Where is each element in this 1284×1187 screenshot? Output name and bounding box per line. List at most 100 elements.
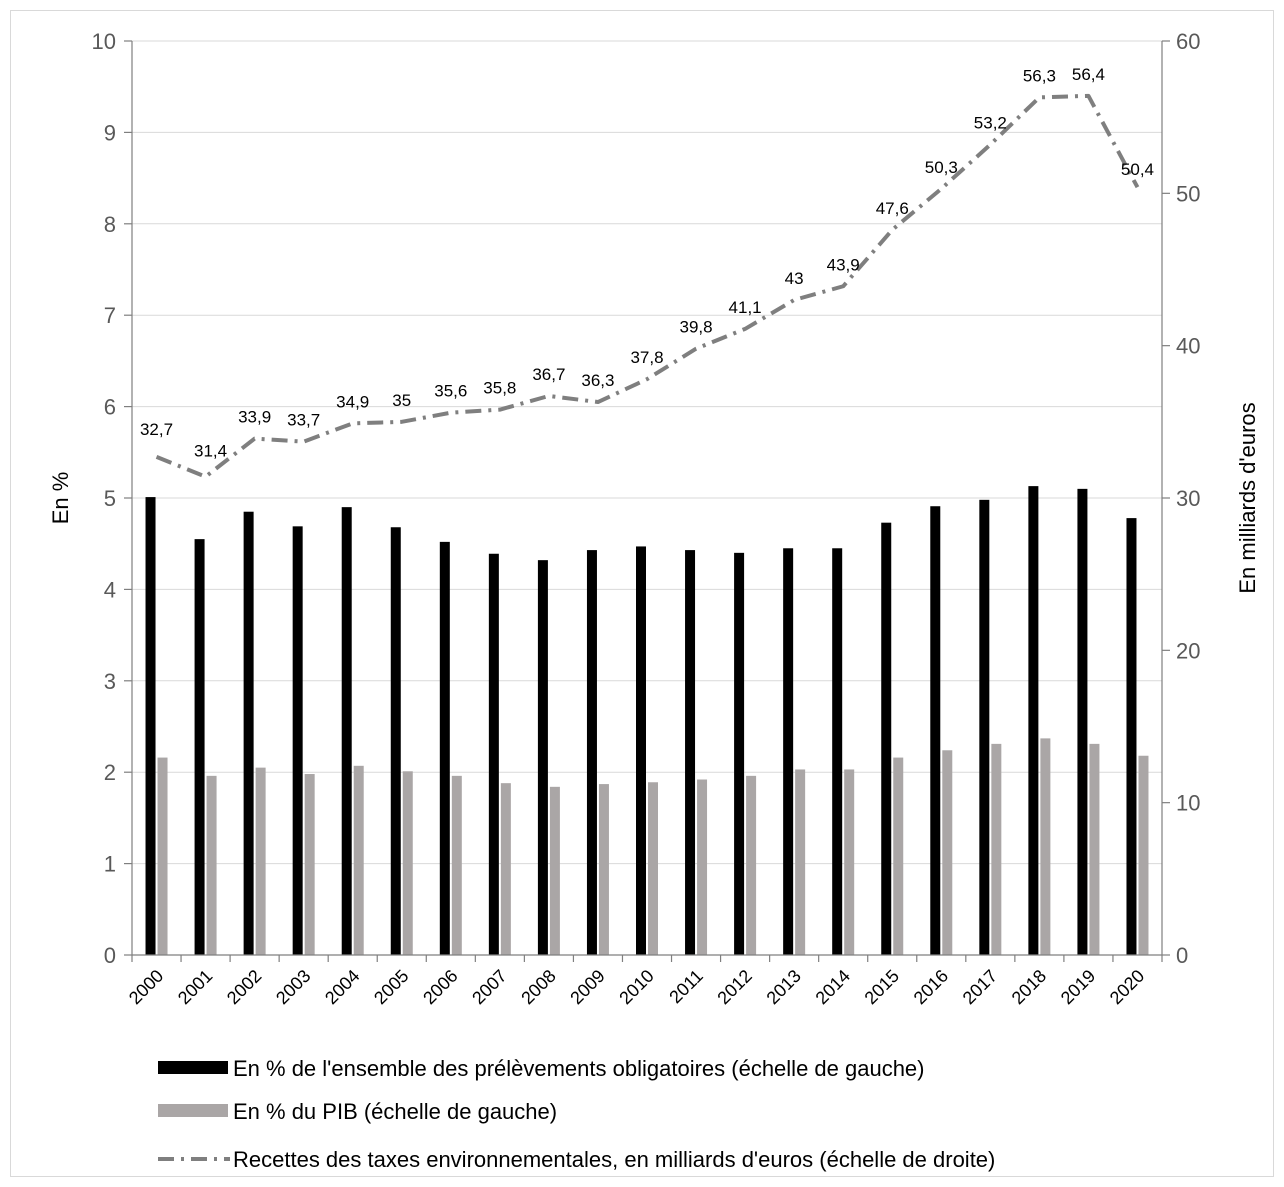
data-label-2014: 43,9 bbox=[827, 255, 860, 274]
data-label-2007: 35,8 bbox=[483, 379, 516, 398]
bar-pib-2001 bbox=[206, 775, 217, 955]
bar-prelevements-2019 bbox=[1077, 488, 1088, 955]
data-label-2010: 37,8 bbox=[630, 348, 663, 367]
x-tick-label: 2013 bbox=[763, 966, 805, 1008]
bar-pib-2011 bbox=[697, 779, 708, 955]
x-tick-label: 2018 bbox=[1008, 966, 1050, 1008]
bar-prelevements-2003 bbox=[292, 526, 303, 955]
bar-pib-2008 bbox=[549, 786, 560, 955]
x-tick-label: 2000 bbox=[125, 966, 167, 1008]
data-label-2019: 56,4 bbox=[1072, 65, 1105, 84]
data-label-2002: 33,9 bbox=[238, 408, 271, 427]
bar-pib-2019 bbox=[1089, 743, 1100, 955]
right-tick-label: 40 bbox=[1176, 334, 1200, 359]
bar-pib-2016 bbox=[942, 750, 953, 955]
data-label-2011: 39,8 bbox=[680, 318, 713, 337]
bar-prelevements-2012 bbox=[734, 552, 745, 955]
right-tick-label: 20 bbox=[1176, 638, 1200, 663]
left-tick-label: 7 bbox=[104, 303, 116, 328]
x-tick-label: 2004 bbox=[321, 966, 363, 1008]
bar-pib-2010 bbox=[648, 782, 658, 955]
x-tick-label: 2020 bbox=[1106, 966, 1148, 1008]
x-tick-label: 2003 bbox=[272, 966, 314, 1008]
legend-item-prelevements-label: En % de l'ensemble des prélèvements obli… bbox=[233, 1056, 925, 1081]
left-tick-label: 4 bbox=[104, 577, 116, 602]
x-tick-label: 2014 bbox=[812, 966, 854, 1008]
left-tick-label: 6 bbox=[104, 395, 116, 420]
x-tick-label: 2006 bbox=[419, 966, 461, 1008]
data-label-2000: 32,7 bbox=[140, 420, 173, 439]
x-tick-label: 2007 bbox=[468, 966, 510, 1008]
x-tick-label: 2017 bbox=[959, 966, 1001, 1008]
data-label-2012: 41,1 bbox=[729, 298, 762, 317]
bar-prelevements-2009 bbox=[586, 550, 597, 955]
bar-prelevements-2018 bbox=[1028, 486, 1039, 955]
x-tick-label: 2009 bbox=[566, 966, 608, 1008]
data-label-2017: 53,2 bbox=[974, 114, 1007, 133]
bar-prelevements-2020 bbox=[1126, 518, 1137, 955]
data-label-2020: 50,4 bbox=[1121, 160, 1154, 179]
line-recettes bbox=[155, 93, 1140, 479]
data-label-2006: 35,6 bbox=[434, 382, 467, 401]
bar-prelevements-2015 bbox=[881, 522, 892, 955]
data-label-2008: 36,7 bbox=[532, 365, 565, 384]
bar-prelevements-2004 bbox=[341, 507, 352, 955]
bar-pib-2015 bbox=[893, 757, 904, 955]
data-label-2015: 47,6 bbox=[876, 199, 909, 218]
data-label-2018: 56,3 bbox=[1023, 66, 1056, 85]
data-label-2013: 43 bbox=[785, 269, 804, 288]
x-tick-label: 2008 bbox=[517, 966, 559, 1008]
bar-prelevements-2006 bbox=[439, 541, 450, 955]
bar-pib-2017 bbox=[991, 743, 1002, 955]
legend-item-pib-label: En % du PIB (échelle de gauche) bbox=[233, 1099, 557, 1124]
left-axis-title: En % bbox=[48, 472, 73, 525]
x-tick-label: 2012 bbox=[713, 966, 755, 1008]
left-tick-label: 9 bbox=[104, 120, 116, 145]
right-tick-label: 30 bbox=[1176, 486, 1200, 511]
bar-pib-2014 bbox=[844, 769, 855, 955]
bar-pib-2006 bbox=[451, 775, 462, 955]
right-tick-label: 50 bbox=[1176, 181, 1200, 206]
bar-pib-2020 bbox=[1138, 755, 1149, 955]
bar-prelevements-2007 bbox=[488, 553, 499, 955]
legend-item-pib-swatch bbox=[158, 1104, 228, 1117]
left-tick-label: 0 bbox=[104, 943, 116, 968]
bar-prelevements-2001 bbox=[194, 539, 205, 955]
x-tick-label: 2002 bbox=[223, 966, 265, 1008]
bar-pib-2018 bbox=[1040, 738, 1051, 955]
data-label-2003: 33,7 bbox=[287, 411, 320, 430]
x-tick-label: 2016 bbox=[910, 966, 952, 1008]
right-tick-label: 60 bbox=[1176, 29, 1200, 54]
legend-item-recettes-label: Recettes des taxes environnementales, en… bbox=[233, 1147, 995, 1172]
data-label-2009: 36,3 bbox=[581, 371, 614, 390]
x-tick-label: 2001 bbox=[174, 966, 216, 1008]
x-tick-label: 2015 bbox=[861, 966, 903, 1008]
bar-pib-2005 bbox=[402, 771, 413, 955]
left-tick-label: 1 bbox=[104, 852, 116, 877]
left-tick-label: 5 bbox=[104, 486, 116, 511]
left-tick-label: 10 bbox=[92, 29, 116, 54]
x-tick-label: 2011 bbox=[665, 966, 707, 1008]
legend-item-prelevements-swatch bbox=[158, 1061, 228, 1074]
right-axis-title: En milliards d'euros bbox=[1235, 402, 1260, 593]
bar-pib-2003 bbox=[304, 774, 315, 955]
bar-pib-2000 bbox=[157, 757, 168, 955]
bar-pib-2007 bbox=[500, 783, 511, 955]
bar-pib-2004 bbox=[353, 765, 364, 955]
x-tick-label: 2010 bbox=[615, 966, 657, 1008]
left-tick-label: 2 bbox=[104, 760, 116, 785]
data-label-2001: 31,4 bbox=[194, 442, 227, 461]
bar-prelevements-2016 bbox=[930, 506, 941, 955]
left-tick-label: 8 bbox=[104, 212, 116, 237]
data-label-2005: 35 bbox=[392, 391, 411, 410]
data-label-2016: 50,3 bbox=[925, 158, 958, 177]
right-tick-label: 10 bbox=[1176, 791, 1200, 816]
bar-prelevements-2002 bbox=[243, 511, 254, 955]
bar-pib-2012 bbox=[746, 775, 757, 955]
bar-prelevements-2008 bbox=[537, 560, 548, 955]
bar-prelevements-2005 bbox=[390, 527, 401, 955]
data-label-2004: 34,9 bbox=[336, 392, 369, 411]
bar-pib-2013 bbox=[795, 769, 806, 955]
bar-prelevements-2000 bbox=[145, 497, 156, 955]
bar-prelevements-2014 bbox=[832, 548, 843, 955]
